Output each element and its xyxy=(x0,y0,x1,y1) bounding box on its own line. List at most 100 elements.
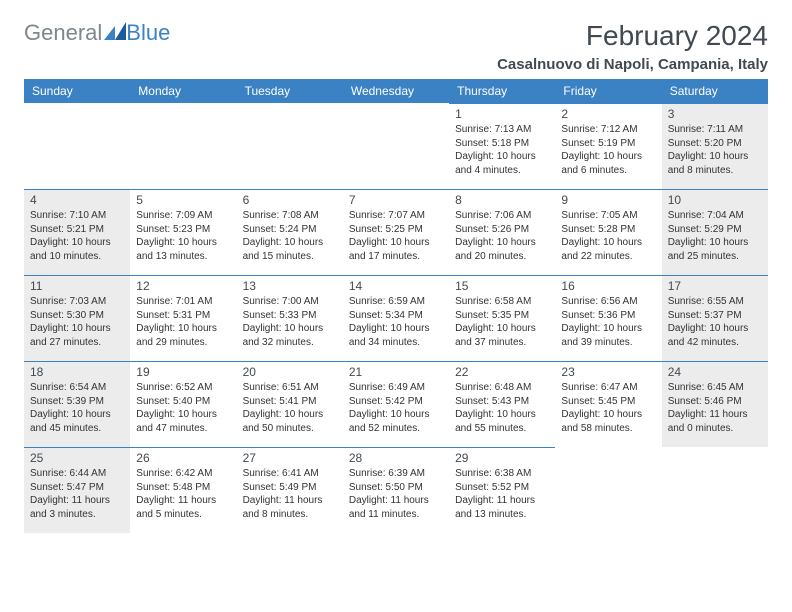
day-number: 15 xyxy=(455,279,549,293)
day-details: Sunrise: 6:59 AMSunset: 5:34 PMDaylight:… xyxy=(349,295,443,349)
day-number: 2 xyxy=(561,107,655,121)
day-number: 23 xyxy=(561,365,655,379)
brand-logo: General Blue xyxy=(24,20,170,46)
day-details: Sunrise: 7:13 AMSunset: 5:18 PMDaylight:… xyxy=(455,123,549,177)
day-number: 17 xyxy=(668,279,762,293)
day-details: Sunrise: 6:47 AMSunset: 5:45 PMDaylight:… xyxy=(561,381,655,435)
day-cell: 25Sunrise: 6:44 AMSunset: 5:47 PMDayligh… xyxy=(24,447,130,533)
day-details: Sunrise: 7:09 AMSunset: 5:23 PMDaylight:… xyxy=(136,209,230,263)
day-details: Sunrise: 7:07 AMSunset: 5:25 PMDaylight:… xyxy=(349,209,443,263)
calendar-cell: 22Sunrise: 6:48 AMSunset: 5:43 PMDayligh… xyxy=(449,361,555,447)
day-number: 9 xyxy=(561,193,655,207)
day-details: Sunrise: 6:41 AMSunset: 5:49 PMDaylight:… xyxy=(243,467,337,521)
day-number: 27 xyxy=(243,451,337,465)
day-cell: 19Sunrise: 6:52 AMSunset: 5:40 PMDayligh… xyxy=(130,361,236,447)
calendar-cell: 19Sunrise: 6:52 AMSunset: 5:40 PMDayligh… xyxy=(130,361,236,447)
calendar-row: 1 Sunrise: 7:13 AMSunset: 5:18 PMDaylight… xyxy=(24,103,768,189)
month-title: February 2024 xyxy=(497,20,768,52)
calendar-cell: 4 Sunrise: 7:10 AMSunset: 5:21 PMDaylight… xyxy=(24,189,130,275)
day-details: Sunrise: 6:42 AMSunset: 5:48 PMDaylight:… xyxy=(136,467,230,521)
day-details: Sunrise: 6:51 AMSunset: 5:41 PMDaylight:… xyxy=(243,381,337,435)
day-cell: 23 Sunrise: 6:47 AMSunset: 5:45 PMDayligh… xyxy=(555,361,661,447)
day-number: 3 xyxy=(668,107,762,121)
calendar-cell xyxy=(24,103,130,189)
calendar-cell: 8Sunrise: 7:06 AMSunset: 5:26 PMDaylight… xyxy=(449,189,555,275)
day-cell: 5Sunrise: 7:09 AMSunset: 5:23 PMDaylight… xyxy=(130,189,236,275)
calendar-cell: 9Sunrise: 7:05 AMSunset: 5:28 PMDaylight… xyxy=(555,189,661,275)
day-number: 8 xyxy=(455,193,549,207)
weekday-header-row: SundayMondayTuesdayWednesdayThursdayFrid… xyxy=(24,79,768,103)
day-details: Sunrise: 7:12 AMSunset: 5:19 PMDaylight:… xyxy=(561,123,655,177)
day-details: Sunrise: 6:49 AMSunset: 5:42 PMDaylight:… xyxy=(349,381,443,435)
calendar-cell xyxy=(237,103,343,189)
calendar-row: 18Sunrise: 6:54 AMSunset: 5:39 PMDayligh… xyxy=(24,361,768,447)
calendar-cell: 17Sunrise: 6:55 AMSunset: 5:37 PMDayligh… xyxy=(662,275,768,361)
day-cell: 20 Sunrise: 6:51 AMSunset: 5:41 PMDayligh… xyxy=(237,361,343,447)
calendar-cell: 3 Sunrise: 7:11 AMSunset: 5:20 PMDaylight… xyxy=(662,103,768,189)
day-details: Sunrise: 7:11 AMSunset: 5:20 PMDaylight:… xyxy=(668,123,762,177)
calendar-table: SundayMondayTuesdayWednesdayThursdayFrid… xyxy=(24,79,768,533)
day-cell: 28 Sunrise: 6:39 AMSunset: 5:50 PMDayligh… xyxy=(343,447,449,533)
brand-part1: General xyxy=(24,20,102,46)
calendar-cell: 27 Sunrise: 6:41 AMSunset: 5:49 PMDayligh… xyxy=(237,447,343,533)
day-cell: 29Sunrise: 6:38 AMSunset: 5:52 PMDayligh… xyxy=(449,447,555,533)
calendar-cell: 5Sunrise: 7:09 AMSunset: 5:23 PMDaylight… xyxy=(130,189,236,275)
day-cell: 4 Sunrise: 7:10 AMSunset: 5:21 PMDaylight… xyxy=(24,189,130,275)
day-cell: 18Sunrise: 6:54 AMSunset: 5:39 PMDayligh… xyxy=(24,361,130,447)
weekday-header: Friday xyxy=(555,79,661,103)
day-cell: 9Sunrise: 7:05 AMSunset: 5:28 PMDaylight… xyxy=(555,189,661,275)
calendar-cell: 14 Sunrise: 6:59 AMSunset: 5:34 PMDayligh… xyxy=(343,275,449,361)
day-cell: 26 Sunrise: 6:42 AMSunset: 5:48 PMDayligh… xyxy=(130,447,236,533)
day-number: 7 xyxy=(349,193,443,207)
calendar-cell xyxy=(662,447,768,533)
title-block: February 2024 Casalnuovo di Napoli, Camp… xyxy=(497,20,768,73)
weekday-header: Wednesday xyxy=(343,79,449,103)
day-cell: 27 Sunrise: 6:41 AMSunset: 5:49 PMDayligh… xyxy=(237,447,343,533)
calendar-body: 1 Sunrise: 7:13 AMSunset: 5:18 PMDaylight… xyxy=(24,103,768,533)
calendar-cell: 7 Sunrise: 7:07 AMSunset: 5:25 PMDaylight… xyxy=(343,189,449,275)
day-details: Sunrise: 6:45 AMSunset: 5:46 PMDaylight:… xyxy=(668,381,762,435)
calendar-cell: 15Sunrise: 6:58 AMSunset: 5:35 PMDayligh… xyxy=(449,275,555,361)
calendar-cell: 28 Sunrise: 6:39 AMSunset: 5:50 PMDayligh… xyxy=(343,447,449,533)
day-number: 11 xyxy=(30,279,124,293)
weekday-header: Monday xyxy=(130,79,236,103)
day-number: 1 xyxy=(455,107,549,121)
calendar-cell xyxy=(555,447,661,533)
day-details: Sunrise: 7:03 AMSunset: 5:30 PMDaylight:… xyxy=(30,295,124,349)
day-number: 16 xyxy=(561,279,655,293)
day-number: 24 xyxy=(668,365,762,379)
calendar-cell: 11 Sunrise: 7:03 AMSunset: 5:30 PMDayligh… xyxy=(24,275,130,361)
day-number: 4 xyxy=(30,193,124,207)
day-details: Sunrise: 6:39 AMSunset: 5:50 PMDaylight:… xyxy=(349,467,443,521)
weekday-header: Saturday xyxy=(662,79,768,103)
calendar-cell: 21 Sunrise: 6:49 AMSunset: 5:42 PMDayligh… xyxy=(343,361,449,447)
weekday-header: Tuesday xyxy=(237,79,343,103)
brand-part2: Blue xyxy=(126,20,170,46)
day-cell: 8Sunrise: 7:06 AMSunset: 5:26 PMDaylight… xyxy=(449,189,555,275)
day-cell: 21 Sunrise: 6:49 AMSunset: 5:42 PMDayligh… xyxy=(343,361,449,447)
calendar-cell: 13Sunrise: 7:00 AMSunset: 5:33 PMDayligh… xyxy=(237,275,343,361)
calendar-cell: 12Sunrise: 7:01 AMSunset: 5:31 PMDayligh… xyxy=(130,275,236,361)
calendar-cell: 24 Sunrise: 6:45 AMSunset: 5:46 PMDayligh… xyxy=(662,361,768,447)
calendar-cell: 18Sunrise: 6:54 AMSunset: 5:39 PMDayligh… xyxy=(24,361,130,447)
day-number: 26 xyxy=(136,451,230,465)
day-number: 21 xyxy=(349,365,443,379)
calendar-cell: 6Sunrise: 7:08 AMSunset: 5:24 PMDaylight… xyxy=(237,189,343,275)
day-cell: 14 Sunrise: 6:59 AMSunset: 5:34 PMDayligh… xyxy=(343,275,449,361)
day-cell: 16Sunrise: 6:56 AMSunset: 5:36 PMDayligh… xyxy=(555,275,661,361)
day-number: 14 xyxy=(349,279,443,293)
day-number: 22 xyxy=(455,365,549,379)
day-details: Sunrise: 7:04 AMSunset: 5:29 PMDaylight:… xyxy=(668,209,762,263)
day-cell: 15Sunrise: 6:58 AMSunset: 5:35 PMDayligh… xyxy=(449,275,555,361)
day-number: 20 xyxy=(243,365,337,379)
day-number: 12 xyxy=(136,279,230,293)
day-number: 28 xyxy=(349,451,443,465)
calendar-cell xyxy=(130,103,236,189)
day-cell: 13Sunrise: 7:00 AMSunset: 5:33 PMDayligh… xyxy=(237,275,343,361)
calendar-cell: 26 Sunrise: 6:42 AMSunset: 5:48 PMDayligh… xyxy=(130,447,236,533)
day-cell: 10Sunrise: 7:04 AMSunset: 5:29 PMDayligh… xyxy=(662,189,768,275)
calendar-cell: 10Sunrise: 7:04 AMSunset: 5:29 PMDayligh… xyxy=(662,189,768,275)
day-cell: 2 Sunrise: 7:12 AMSunset: 5:19 PMDaylight… xyxy=(555,103,661,189)
day-details: Sunrise: 7:10 AMSunset: 5:21 PMDaylight:… xyxy=(30,209,124,263)
day-cell: 3 Sunrise: 7:11 AMSunset: 5:20 PMDaylight… xyxy=(662,103,768,189)
